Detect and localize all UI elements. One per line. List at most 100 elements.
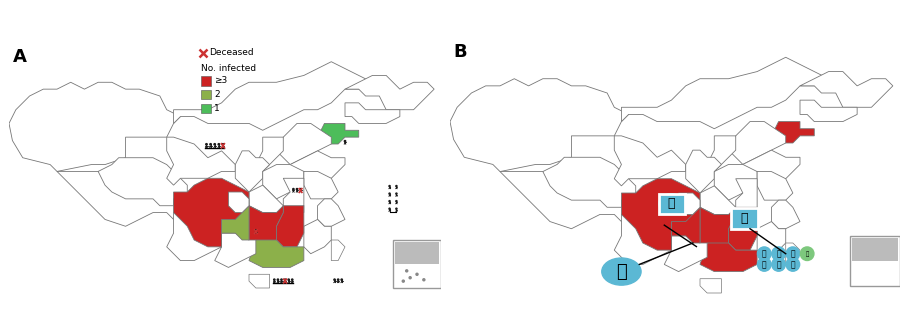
Polygon shape <box>221 206 249 240</box>
Polygon shape <box>671 207 700 243</box>
Bar <box>201 90 211 99</box>
Circle shape <box>389 193 391 194</box>
Circle shape <box>758 258 771 271</box>
Polygon shape <box>450 79 628 172</box>
Bar <box>201 103 211 113</box>
Text: B: B <box>454 43 467 61</box>
Polygon shape <box>735 179 757 214</box>
Polygon shape <box>229 192 249 213</box>
Text: 1: 1 <box>214 104 220 113</box>
Bar <box>395 242 439 264</box>
Polygon shape <box>215 233 256 267</box>
Circle shape <box>345 140 346 142</box>
Circle shape <box>218 143 220 145</box>
Circle shape <box>288 279 289 280</box>
Text: No. infected: No. infected <box>201 64 256 73</box>
Circle shape <box>772 258 786 271</box>
Polygon shape <box>249 206 284 247</box>
Circle shape <box>389 185 391 187</box>
Circle shape <box>786 247 799 260</box>
Polygon shape <box>800 72 893 107</box>
Text: 🌿: 🌿 <box>806 251 809 256</box>
Polygon shape <box>249 185 304 213</box>
Circle shape <box>410 277 411 279</box>
Polygon shape <box>98 158 187 206</box>
Bar <box>850 236 900 286</box>
Circle shape <box>389 208 391 209</box>
Polygon shape <box>700 279 722 293</box>
Circle shape <box>772 247 786 260</box>
Text: 🦆: 🦆 <box>790 260 796 269</box>
Circle shape <box>210 143 212 145</box>
Ellipse shape <box>602 258 641 285</box>
Polygon shape <box>700 207 735 250</box>
Polygon shape <box>715 164 757 200</box>
Text: 2: 2 <box>214 90 220 99</box>
Text: ≥3: ≥3 <box>214 76 228 85</box>
Polygon shape <box>9 82 180 171</box>
Text: 🐓: 🐓 <box>762 249 767 258</box>
Polygon shape <box>284 178 304 213</box>
Polygon shape <box>615 214 671 264</box>
Polygon shape <box>621 179 700 250</box>
Polygon shape <box>679 193 700 214</box>
Circle shape <box>277 279 279 280</box>
Circle shape <box>300 188 302 190</box>
FancyBboxPatch shape <box>732 208 758 229</box>
Polygon shape <box>166 213 221 261</box>
Circle shape <box>389 201 391 202</box>
Text: 🦆: 🦆 <box>777 249 781 258</box>
Circle shape <box>292 188 294 190</box>
Polygon shape <box>757 172 793 200</box>
Polygon shape <box>174 178 249 247</box>
Polygon shape <box>290 151 345 178</box>
Circle shape <box>786 258 799 271</box>
Circle shape <box>341 279 342 280</box>
Polygon shape <box>304 171 338 199</box>
Circle shape <box>396 193 397 194</box>
FancyBboxPatch shape <box>659 194 685 214</box>
Text: A: A <box>13 48 26 66</box>
Polygon shape <box>256 137 284 171</box>
Polygon shape <box>249 240 304 267</box>
Polygon shape <box>615 136 686 186</box>
Polygon shape <box>318 123 359 144</box>
Polygon shape <box>318 199 345 226</box>
Polygon shape <box>174 62 373 130</box>
Polygon shape <box>707 136 735 172</box>
Bar <box>393 240 441 288</box>
Circle shape <box>214 143 215 145</box>
Text: 🦆: 🦆 <box>668 197 675 210</box>
Circle shape <box>296 188 298 190</box>
Polygon shape <box>700 186 757 214</box>
Polygon shape <box>686 150 722 193</box>
Circle shape <box>274 279 275 280</box>
Circle shape <box>206 143 207 145</box>
Circle shape <box>281 279 283 280</box>
Polygon shape <box>742 150 800 179</box>
Polygon shape <box>771 200 800 229</box>
Polygon shape <box>543 157 635 207</box>
Polygon shape <box>771 122 814 143</box>
Polygon shape <box>500 172 635 229</box>
Text: 🦆: 🦆 <box>762 260 767 269</box>
Text: 🐓: 🐓 <box>616 262 626 281</box>
Polygon shape <box>700 243 757 271</box>
Text: 🦆: 🦆 <box>790 249 796 258</box>
Circle shape <box>416 273 418 275</box>
Polygon shape <box>235 151 270 192</box>
Polygon shape <box>304 219 331 254</box>
Circle shape <box>406 270 408 272</box>
Polygon shape <box>757 221 786 257</box>
Text: 🐔: 🐔 <box>741 212 748 225</box>
Polygon shape <box>345 75 434 110</box>
Bar <box>201 76 211 86</box>
Circle shape <box>396 208 397 209</box>
Circle shape <box>396 185 397 187</box>
Polygon shape <box>729 122 786 164</box>
Circle shape <box>423 279 425 281</box>
Polygon shape <box>729 207 757 250</box>
Polygon shape <box>800 100 857 122</box>
Polygon shape <box>276 206 304 247</box>
Circle shape <box>396 201 397 202</box>
